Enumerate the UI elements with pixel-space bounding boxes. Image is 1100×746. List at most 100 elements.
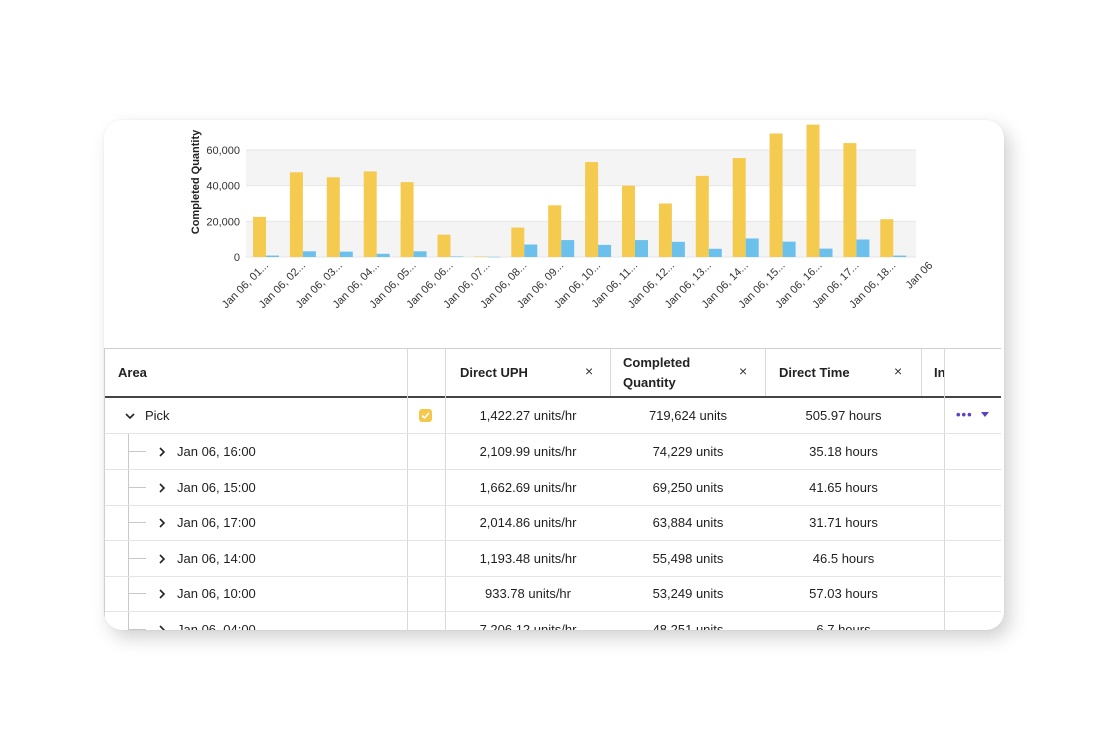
cell-direct-time: 57.03 hours [809, 586, 878, 601]
bar [437, 234, 451, 257]
remove-completed-quantity-icon[interactable]: × [739, 363, 748, 379]
bar [893, 255, 907, 257]
bar [363, 171, 377, 257]
chevron-down-icon[interactable] [125, 411, 135, 421]
cell-completed-quantity: 69,250 units [652, 479, 724, 495]
bar [487, 256, 501, 258]
cell-direct-time: 31.71 hours [809, 515, 878, 530]
chevron-right-icon[interactable] [157, 624, 167, 631]
bar [524, 244, 538, 257]
tree-branch-line [128, 557, 146, 559]
chevron-right-icon[interactable] [157, 589, 167, 599]
grid-band [246, 221, 916, 257]
cell-completed-quantity: 53,249 units [652, 586, 724, 601]
bar [585, 162, 599, 257]
y-tick-label: 20,000 [206, 216, 240, 228]
x-tick-label: Jan 06 [903, 260, 935, 292]
bar [635, 240, 648, 257]
bar [511, 227, 525, 257]
chevron-right-icon[interactable] [157, 518, 167, 528]
bar [880, 219, 894, 257]
tree-branch-line [128, 486, 146, 488]
bar [450, 256, 464, 257]
column-header-completed-quantity[interactable]: Completed Quantity [623, 354, 690, 392]
table-row[interactable]: Jan 06, 16:00 2,109.99 units/hr 74,229 uni… [105, 434, 1001, 470]
cell-completed-quantity: 74,229 units [652, 444, 724, 459]
bar [671, 241, 685, 257]
column-header-area[interactable]: Area [118, 365, 147, 380]
bar [622, 185, 635, 257]
bar [843, 143, 857, 257]
bar [289, 172, 303, 257]
chevron-right-icon[interactable] [157, 553, 167, 564]
tree-guide-line [128, 434, 129, 630]
bar [548, 205, 562, 257]
chevron-right-icon[interactable] [157, 482, 167, 493]
bar [745, 238, 759, 257]
bar [266, 255, 279, 257]
grid-band [246, 150, 916, 186]
table-row[interactable]: Jan 06, 14:00 1,193.48 units/hr 55,498 uni… [105, 541, 1001, 577]
column-divider [765, 349, 766, 396]
bar [561, 240, 575, 257]
row-label: Jan 06, 14:00 [177, 550, 256, 566]
tree-branch-line [128, 451, 146, 452]
table-row[interactable]: Jan 06, 15:00 1,662.69 units/hr 69,250 uni… [105, 470, 1001, 506]
check-icon [421, 412, 430, 420]
row-label: Jan 06, 10:00 [177, 586, 256, 601]
bar [376, 253, 390, 257]
bar [769, 133, 783, 257]
bar [732, 158, 746, 257]
cell-direct-time: 6.7 hours [816, 621, 871, 631]
bar-chart: 60,000 40,000 20,000 0 Completed Quantity Jan… [190, 124, 935, 311]
report-card: 60,000 40,000 20,000 0 Completed Quantity Jan… [104, 120, 1004, 630]
table-row[interactable]: Jan 06, 04:00 7,206.12 units/hr 48,251 uni… [105, 612, 1001, 631]
table-row[interactable]: Jan 06, 10:00 933.78 units/hr 53,249 units… [105, 576, 1001, 612]
y-tick-label: 40,000 [206, 181, 240, 193]
cell-direct-uph: 2,014.86 units/hr [479, 515, 577, 530]
table-row[interactable]: Jan 06, 17:00 2,014.86 units/hr 63,884 uni… [105, 505, 1001, 541]
column-divider [944, 349, 945, 630]
tree-branch-line [128, 628, 146, 630]
bar [413, 251, 427, 257]
cell-direct-uph: 1,193.48 units/hr [479, 550, 577, 566]
cell-completed-quantity: 63,884 units [652, 515, 724, 530]
bar [400, 182, 414, 257]
bar [708, 248, 722, 257]
bar [302, 251, 316, 257]
column-divider [407, 349, 408, 630]
chevron-right-icon[interactable] [157, 447, 167, 457]
bar [819, 248, 833, 257]
dropdown-caret-icon[interactable] [981, 412, 989, 417]
table-header: Area Direct UPH × Completed Quantity × D… [105, 349, 1001, 398]
bar [695, 175, 709, 257]
checkbox-checked[interactable] [419, 409, 432, 422]
column-header-completed-line2: Quantity [623, 375, 676, 390]
y-tick-label: 60,000 [206, 145, 240, 157]
column-header-direct-uph[interactable]: Direct UPH [460, 365, 528, 380]
bar [658, 203, 672, 257]
remove-direct-uph-icon[interactable]: × [585, 363, 594, 379]
column-divider [610, 349, 611, 396]
more-options-icon[interactable]: ••• [956, 407, 973, 422]
cell-direct-uph: 1,422.27 units/hr [479, 408, 577, 423]
bar [856, 239, 870, 257]
tree-branch-line [128, 593, 146, 594]
cell-direct-time: 46.5 hours [812, 550, 875, 566]
y-tick-label: 0 [234, 252, 240, 264]
remove-direct-time-icon[interactable]: × [894, 363, 903, 379]
cell-direct-time: 505.97 hours [805, 408, 882, 423]
cell-direct-uph: 2,109.99 units/hr [479, 444, 577, 459]
row-label: Jan 06, 15:00 [177, 479, 256, 495]
cell-direct-time: 41.65 hours [809, 479, 878, 495]
row-label: Jan 06, 16:00 [177, 444, 256, 459]
y-axis-label: Completed Quantity [190, 129, 202, 234]
column-header-completed-line1: Completed [623, 355, 691, 370]
cell-completed-quantity: 48,251 units [652, 621, 724, 631]
bar [782, 241, 796, 257]
column-divider [921, 349, 922, 396]
table-row-root[interactable]: Pick 1,422.27 units/hr 719,624 units 505… [105, 398, 1001, 434]
column-header-direct-time[interactable]: Direct Time [779, 365, 850, 380]
row-label: Jan 06, 17:00 [177, 515, 256, 530]
column-header-truncated[interactable]: In [934, 365, 944, 380]
